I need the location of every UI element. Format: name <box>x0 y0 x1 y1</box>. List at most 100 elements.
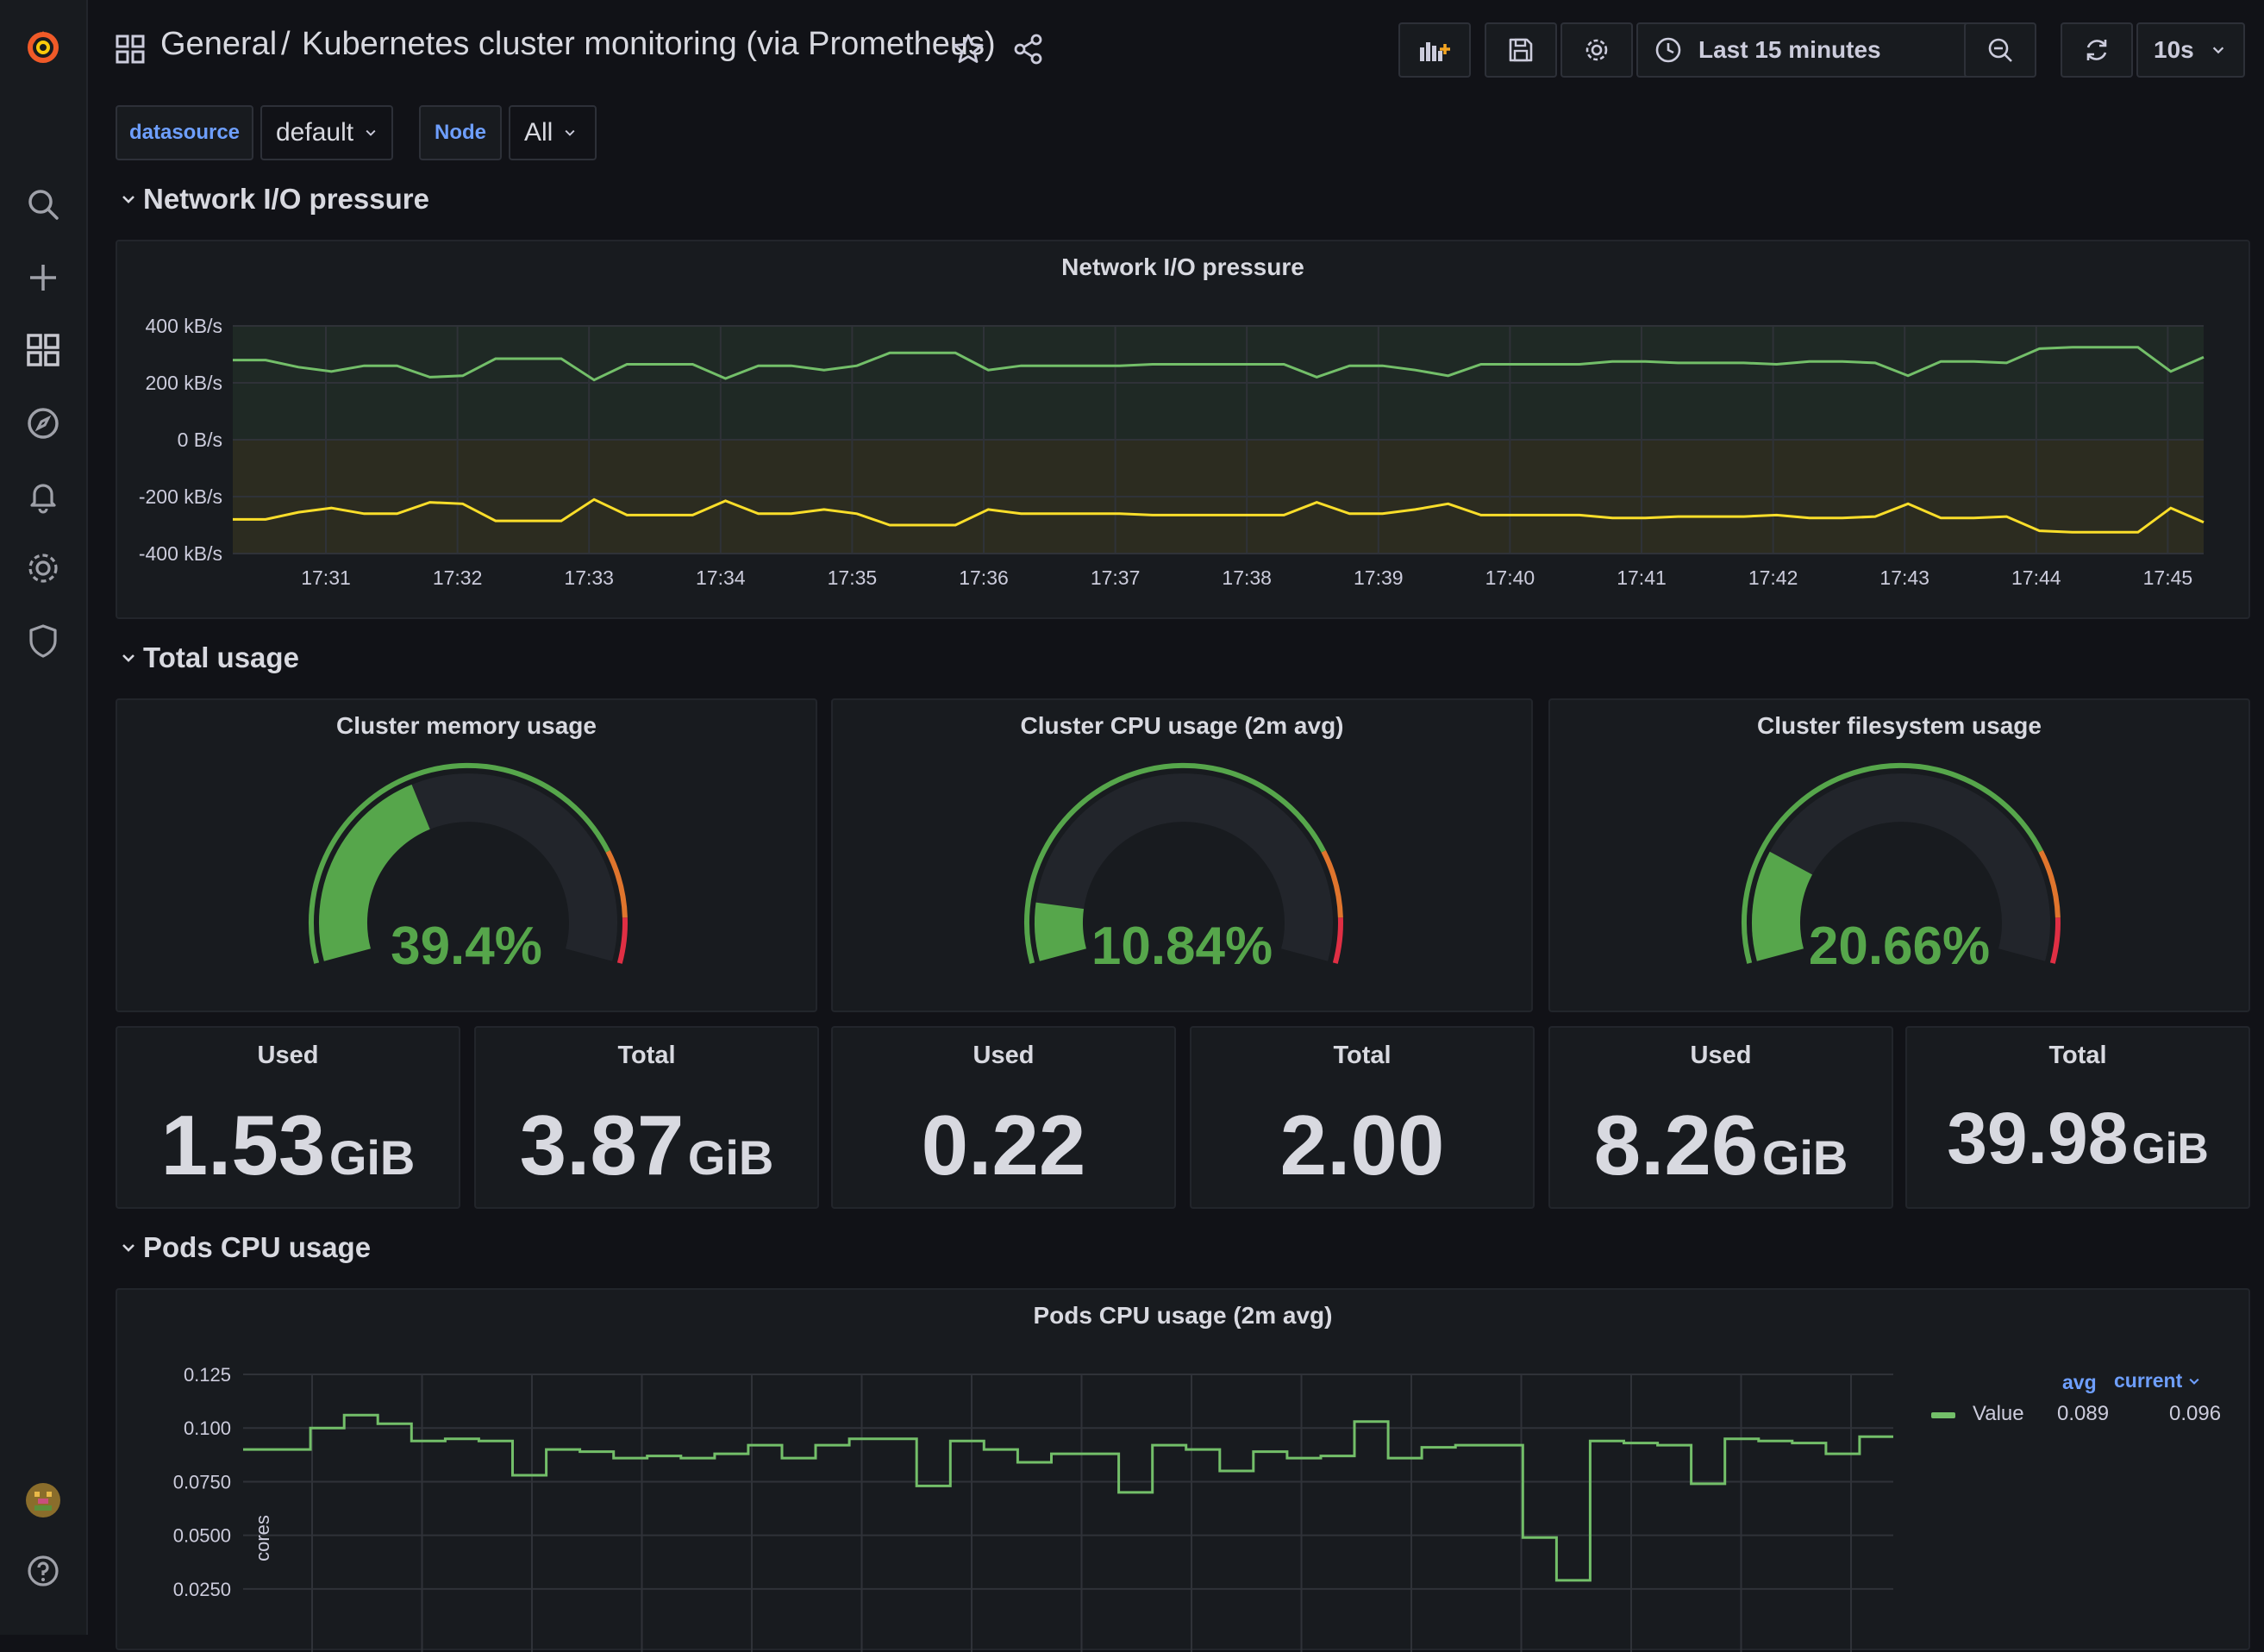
row-title-network[interactable]: Network I/O pressure <box>143 183 429 215</box>
zoom-out-button[interactable] <box>1964 22 2036 78</box>
x-tick-label: 17:33 <box>564 566 614 589</box>
star-icon[interactable] <box>952 33 985 66</box>
help-icon[interactable] <box>17 1545 69 1597</box>
add-panel-button[interactable] <box>1398 22 1471 78</box>
row-collapse-chevron-icon[interactable] <box>119 1238 138 1257</box>
x-tick-label: 17:43 <box>1879 566 1929 589</box>
panel-title[interactable]: Total <box>2048 1042 2107 1069</box>
panel-title[interactable]: Total <box>1333 1042 1392 1069</box>
stat-number: 1.53 <box>160 1098 326 1192</box>
create-plus-icon[interactable] <box>17 252 69 303</box>
stat-panel-memory-used: Used 1.53 GiB <box>116 1026 460 1209</box>
x-tick-label: 17:35 <box>828 566 878 589</box>
gauge-threshold-orange <box>1321 850 1343 918</box>
legend-header-current-label: current <box>2114 1369 2183 1392</box>
grafana-logo-icon[interactable] <box>17 21 69 72</box>
time-range-picker[interactable]: Last 15 minutes <box>1636 22 2017 78</box>
gauge-panel-filesystem: Cluster filesystem usage 20.66% <box>1548 698 2250 1012</box>
legend-color-swatch[interactable] <box>1931 1412 1955 1418</box>
legend-series-name[interactable]: Value <box>1973 1402 2024 1425</box>
row-title-pods[interactable]: Pods CPU usage <box>143 1231 372 1263</box>
panel-title[interactable]: Pods CPU usage (2m avg) <box>1033 1302 1333 1329</box>
network-io-chart[interactable]: 400 kB/s 200 kB/s 0 B/s -200 kB/s -400 kB/s 1… <box>117 241 2252 621</box>
row-title-total[interactable]: Total usage <box>143 641 299 673</box>
breadcrumb-folder[interactable]: General <box>160 26 278 62</box>
top-navbar: General / Kubernetes cluster monitoring … <box>86 0 2264 102</box>
gauge-value: 39.4% <box>391 917 542 976</box>
chevron-down-icon <box>2212 47 2224 54</box>
refresh-icon <box>2086 40 2107 60</box>
panel-title[interactable]: Network I/O pressure <box>1061 253 1304 280</box>
x-tick-label: 17:45 <box>2143 566 2193 589</box>
chevron-down-icon <box>565 129 575 136</box>
server-admin-shield-icon[interactable] <box>17 615 69 666</box>
stat-number: 8.26 <box>1593 1098 1759 1192</box>
y-tick-label: 400 kB/s <box>146 315 223 337</box>
variable-select-node[interactable]: All <box>509 105 597 160</box>
panel-title[interactable]: Cluster memory usage <box>336 712 597 739</box>
explore-compass-icon[interactable] <box>17 397 69 449</box>
search-icon[interactable] <box>17 178 69 230</box>
panel-title[interactable]: Cluster filesystem usage <box>1757 712 2042 739</box>
x-tick-label: 17:39 <box>1354 566 1404 589</box>
chevron-down-icon <box>2189 1378 2199 1385</box>
configuration-gear-icon[interactable] <box>17 542 69 594</box>
gauge-memory <box>309 762 628 964</box>
y-tick-label: 0.125 <box>184 1364 231 1386</box>
stat-value: 3.87 GiB <box>476 1097 817 1194</box>
panel-title[interactable]: Used <box>257 1042 319 1069</box>
y-tick-label: -400 kB/s <box>139 542 222 565</box>
stat-unit: GiB <box>1761 1130 1848 1185</box>
pods-cpu-chart[interactable]: 0.125 0.100 0.0750 0.0500 0.0250 cores <box>117 1290 2252 1652</box>
x-tick-label: 17:31 <box>301 566 351 589</box>
y-tick-label: 0.0500 <box>173 1525 231 1547</box>
legend-header-current[interactable]: current <box>2114 1369 2201 1392</box>
sidebar <box>0 0 88 1635</box>
gauge-threshold-green <box>1742 762 2043 964</box>
breadcrumb-separator: / <box>281 26 291 62</box>
legend-header-avg[interactable]: avg <box>2062 1371 2097 1393</box>
stat-value: 0.22 <box>833 1097 1174 1194</box>
gauge-panel-memory: Cluster memory usage 39.4% <box>116 698 817 1012</box>
gauge-value-arc <box>1751 851 1813 961</box>
stat-panel-memory-total: Total 3.87 GiB <box>474 1026 819 1209</box>
alerting-bell-icon[interactable] <box>17 470 69 522</box>
legend-value-current: 0.096 <box>2169 1402 2222 1425</box>
add-panel-icon <box>1420 42 1450 61</box>
row-collapse-chevron-icon[interactable] <box>119 648 138 667</box>
refresh-interval-picker[interactable]: 10s <box>2136 22 2245 78</box>
gauge-threshold-orange <box>605 850 628 918</box>
stat-value: 2.00 <box>1191 1097 1533 1194</box>
user-avatar[interactable] <box>17 1474 69 1526</box>
gauge-threshold-red <box>2049 917 2061 964</box>
stat-number: 39.98 <box>1947 1098 2129 1179</box>
stat-value: 39.98 GiB <box>1907 1097 2248 1180</box>
stat-number: 0.22 <box>921 1098 1086 1192</box>
y-axis-label: cores <box>252 1515 273 1561</box>
dashboard-title[interactable]: Kubernetes cluster monitoring (via Prome… <box>302 26 996 62</box>
y-tick-label: 0 B/s <box>178 429 222 451</box>
x-tick-label: 17:32 <box>433 566 483 589</box>
share-icon[interactable] <box>1012 33 1045 66</box>
gauge-threshold-green <box>309 762 610 964</box>
gauge-value-arc <box>1034 902 1087 961</box>
dashboard-settings-button[interactable] <box>1560 22 1633 78</box>
legend-value-avg: 0.089 <box>2057 1402 2110 1425</box>
panel-title[interactable]: Cluster CPU usage (2m avg) <box>1020 712 1344 739</box>
panel-title[interactable]: Used <box>1690 1042 1752 1069</box>
refresh-button[interactable] <box>2061 22 2133 78</box>
stat-panel-cpu-used: Used 0.22 <box>831 1026 1176 1209</box>
row-collapse-chevron-icon[interactable] <box>119 190 138 209</box>
panel-title[interactable]: Total <box>617 1042 676 1069</box>
dashboards-icon[interactable] <box>17 324 69 376</box>
gauge-value: 10.84% <box>1091 917 1273 976</box>
variable-select-datasource[interactable]: default <box>260 105 393 160</box>
series-line-received <box>233 346 2205 382</box>
variable-label-node: Node <box>419 105 502 160</box>
panel-title[interactable]: Used <box>973 1042 1035 1069</box>
y-tick-label: 0.0750 <box>173 1471 231 1492</box>
save-dashboard-button[interactable] <box>1485 22 1557 78</box>
gauge-value: 20.66% <box>1808 917 1991 976</box>
variable-label-datasource: datasource <box>116 105 253 160</box>
network-io-panel: Network I/O pressure 400 kB/s 200 kB/s 0 B… <box>116 240 2250 619</box>
